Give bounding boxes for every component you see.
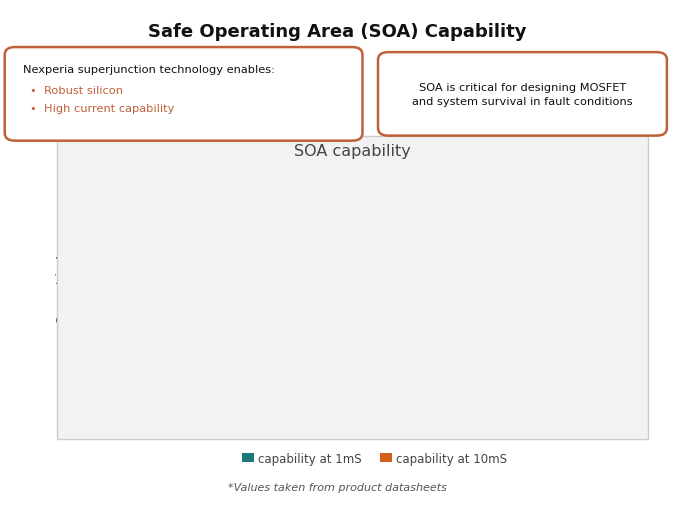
Bar bbox=[441, 347, 483, 386]
Text: *Values taken from product datasheets: *Values taken from product datasheets bbox=[228, 482, 447, 492]
Text: SOA capability: SOA capability bbox=[294, 144, 411, 159]
Bar bbox=[308, 341, 351, 386]
Bar bbox=[267, 250, 308, 386]
Legend: capability at 1mS, capability at 10mS: capability at 1mS, capability at 10mS bbox=[242, 452, 508, 465]
Bar bbox=[398, 270, 441, 386]
Text: Safe Operating Area (SOA) Capability: Safe Operating Area (SOA) Capability bbox=[148, 23, 526, 41]
Text: •  High current capability: • High current capability bbox=[30, 104, 174, 114]
Bar bbox=[177, 292, 219, 386]
Text: •  Robust silicon: • Robust silicon bbox=[30, 86, 123, 96]
Bar bbox=[135, 190, 177, 386]
FancyBboxPatch shape bbox=[378, 53, 667, 136]
Text: Nexperia superjunction technology enables:: Nexperia superjunction technology enable… bbox=[23, 65, 275, 75]
Y-axis label: Current in Amps: Current in Amps bbox=[57, 227, 70, 323]
Bar bbox=[572, 348, 614, 386]
Bar bbox=[530, 324, 572, 386]
FancyBboxPatch shape bbox=[5, 48, 362, 141]
Text: SOA is critical for designing MOSFET
and system survival in fault conditions: SOA is critical for designing MOSFET and… bbox=[412, 83, 632, 107]
